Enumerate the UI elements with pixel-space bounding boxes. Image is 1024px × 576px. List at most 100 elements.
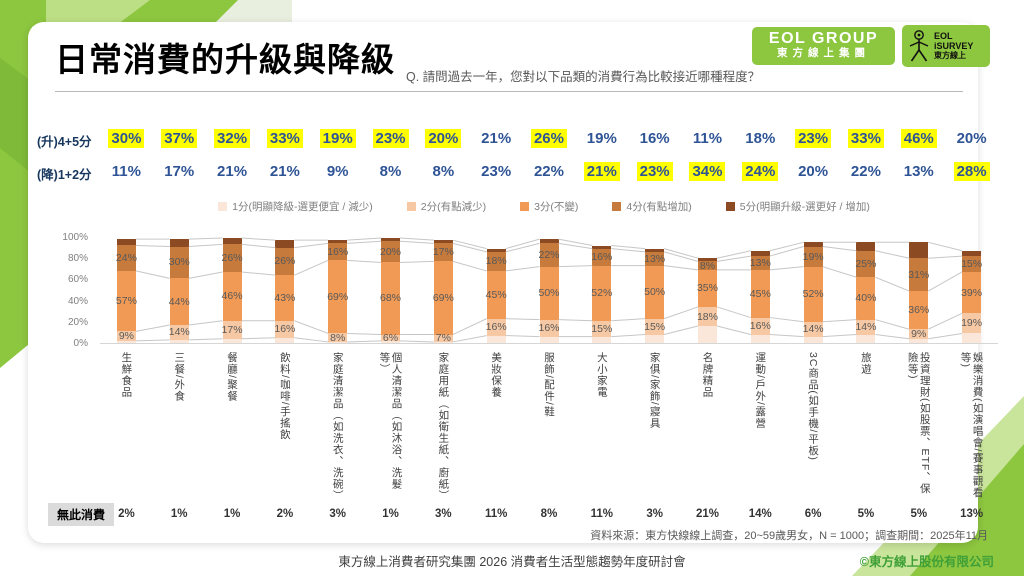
y-axis-tick: 40% <box>67 295 88 307</box>
page-title: 日常消費的升級與降級 <box>55 41 395 78</box>
no-consumption-value: 1% <box>223 508 241 520</box>
category-label: 三餐/外食 <box>173 352 186 402</box>
bar-value-label: 9% <box>118 330 134 343</box>
legend-swatch <box>612 202 622 211</box>
bar-value-label: 13% <box>749 256 771 269</box>
category-label: 大小家電 <box>595 352 608 398</box>
bar-segment <box>275 320 295 338</box>
bar-segment <box>275 240 295 248</box>
bar-segment <box>169 239 189 247</box>
bar-segment <box>592 265 612 321</box>
eol-isurvey-text2: iSURVEY <box>934 41 974 51</box>
no-consumption-value: 2% <box>118 508 135 520</box>
bar-segment <box>962 313 982 334</box>
bar-segment <box>486 251 506 271</box>
bar-segment <box>803 266 823 322</box>
bar-segment <box>328 341 348 343</box>
bar-value-label: 40% <box>855 292 877 305</box>
up-percent-value: 23% <box>795 128 832 148</box>
source-note: 資料來源：東方快線線上調查，20~59歲男女，N = 1000；調查期間：202… <box>590 530 988 542</box>
bar-segment <box>433 240 453 244</box>
bar-value-label: 9% <box>911 327 927 340</box>
category-label: 娛樂消費(如演唱會/賽事觀看等) <box>959 352 984 499</box>
no-consumption-value: 3% <box>435 508 452 520</box>
bar-segment <box>962 250 982 257</box>
down-row: 11% 17% 21% 21% 9% 8% 8% 23% 22% 21% 23% 34% 24% 20% 2… <box>100 160 998 182</box>
y-axis-tick: 0% <box>73 338 88 349</box>
legend-item: 5分(明顯升級-選更好 / 增加) <box>725 199 870 214</box>
bar-segment <box>169 339 189 343</box>
eol-group-logo-text: EOL GROUP <box>768 30 879 47</box>
bar-segment <box>697 326 717 343</box>
up-percent-value: 33% <box>266 128 303 148</box>
bar-value-label: 18% <box>696 310 718 323</box>
no-consumption-value: 6% <box>804 508 822 520</box>
bar-segment <box>539 319 559 337</box>
stacked-bar <box>328 237 348 343</box>
bar-value-label: 52% <box>591 287 613 300</box>
bar-segment <box>222 238 242 245</box>
down-percent-value: 21% <box>269 162 300 180</box>
bar-segment <box>645 251 665 266</box>
no-consumption-value: 13% <box>960 508 984 520</box>
bar-value-label: 45% <box>485 288 507 301</box>
down-percent-value: 8% <box>379 162 402 180</box>
down-percent-value: 34% <box>689 161 726 181</box>
no-consumption-value: 11% <box>590 508 614 520</box>
bar-segment <box>328 243 348 261</box>
bar-segment <box>592 336 612 343</box>
bar-segment <box>750 269 770 318</box>
bar-segment <box>222 338 242 343</box>
category-label: 運動/戶外/露營 <box>754 352 767 429</box>
no-consumption-value: 1% <box>170 508 188 520</box>
bar-value-label: 16% <box>538 322 560 335</box>
bar-segment <box>381 340 401 343</box>
bar-value-label: 43% <box>274 291 296 304</box>
up-percent-value: 19% <box>586 129 617 147</box>
up-percent-value: 23% <box>372 128 409 148</box>
down-percent-value: 20% <box>798 162 829 180</box>
bar-segment <box>486 335 506 343</box>
bar-value-label: 6% <box>382 331 399 344</box>
plot-area: 9% 57% 24% 14% 44% 30% 17% 46% 26% 16% 43% 26% 8% 69%… <box>100 237 998 344</box>
bar-value-label: 50% <box>644 286 666 299</box>
y-axis-tick: 60% <box>67 274 88 286</box>
category-label: 飲料/咖啡/手搖飲 <box>278 352 291 441</box>
bar-segment <box>803 246 823 267</box>
up-percent-value: 16% <box>639 129 670 147</box>
title-divider <box>55 91 963 92</box>
no-consumption-value: 1% <box>382 508 399 520</box>
legend-swatch <box>218 202 228 211</box>
bar-value-label: 26% <box>221 252 243 265</box>
bar-segment <box>381 238 401 242</box>
legend-item: 4分(有點增加) <box>612 199 692 214</box>
bar-value-label: 39% <box>961 286 983 299</box>
legend-label: 2分(有點減少) <box>420 201 487 213</box>
no-consumption-value: 8% <box>540 508 558 520</box>
eol-group-logo-subtext: 東方線上集團 <box>777 47 870 59</box>
bar-segment <box>645 334 665 343</box>
bar-value-label: 19% <box>961 317 983 330</box>
bar-value-label: 15% <box>961 258 983 271</box>
bar-value-label: 16% <box>274 323 296 336</box>
bar-value-label: 20% <box>380 245 402 258</box>
bar-value-label: 50% <box>538 287 560 300</box>
bar-segment <box>909 258 929 292</box>
up-percent-value: 20% <box>956 129 987 147</box>
bar-segment <box>169 278 189 325</box>
y-axis-tick: 20% <box>67 316 88 328</box>
bar-segment <box>381 334 401 341</box>
legend-item: 3分(不變) <box>520 199 578 214</box>
footer-title: 東方線上消費者研究集團 2026 消費者生活型態趨勢年度研討會 <box>338 555 686 569</box>
no-consumption-value: 5% <box>857 508 875 520</box>
bar-value-label: 68% <box>380 292 402 305</box>
bar-value-label: 69% <box>327 290 349 303</box>
bar-segment <box>539 336 559 343</box>
down-percent-value: 8% <box>432 162 455 180</box>
bar-segment <box>856 250 876 278</box>
down-row-label: (降)1+2分 <box>37 168 92 182</box>
eol-isurvey-text1: EOL <box>934 31 953 41</box>
legend-item: 1分(明顯降級-選更便宜 / 減少) <box>218 199 373 214</box>
bar-value-label: 30% <box>168 256 190 269</box>
category-label: 旅遊 <box>859 352 872 375</box>
